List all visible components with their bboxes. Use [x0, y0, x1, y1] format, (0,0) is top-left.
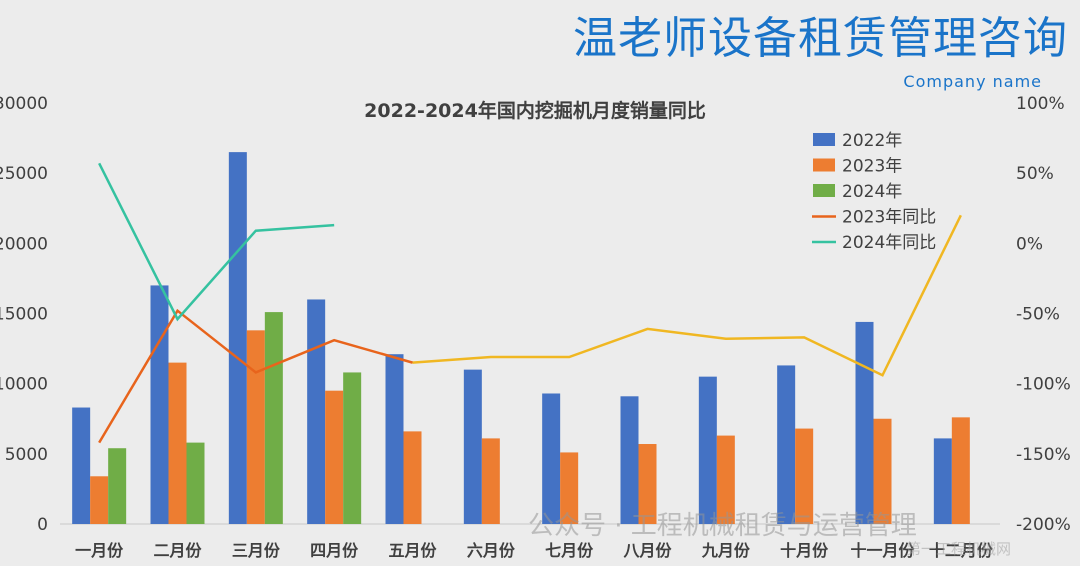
watermark: 公众号 · 工程机械租赁与运营管理	[528, 511, 917, 541]
watermark-secondary: 第一工程机械网	[906, 540, 1012, 558]
bar	[638, 444, 657, 524]
bar	[72, 407, 91, 524]
x-tick-label: 十二月份	[929, 541, 994, 560]
bar	[108, 448, 127, 524]
y2-tick-label: -100%	[1016, 375, 1071, 395]
bar	[481, 438, 500, 524]
bar	[795, 428, 814, 524]
y2-tick-label: 0%	[1016, 234, 1043, 254]
bar	[855, 321, 874, 524]
x-tick-label: 一月份	[75, 541, 124, 560]
bar	[560, 452, 579, 524]
bar	[228, 152, 247, 524]
y-tick-label: 20000	[0, 234, 48, 254]
y2-tick-label: -150%	[1016, 445, 1071, 465]
bar	[168, 362, 187, 524]
legend: 2022年 2023年 2024年 2023年同比 2024年同比	[812, 131, 936, 253]
y-tick-label: 15000	[0, 305, 48, 325]
y-tick-label: 0	[37, 515, 48, 535]
chart-title: 2022-2024年国内挖掘机月度销量同比	[364, 99, 706, 122]
bar	[264, 312, 283, 524]
x-tick-label: 十一月份	[850, 541, 915, 560]
header-subtitle: Company name	[903, 72, 1042, 91]
bar	[343, 372, 362, 524]
y2-tick-label: -50%	[1016, 305, 1060, 325]
legend-swatch	[813, 184, 835, 197]
y-tick-label: 10000	[0, 375, 48, 395]
header-title: 温老师设备租赁管理咨询	[573, 13, 1068, 64]
x-tick-label: 五月份	[388, 541, 437, 560]
bar	[246, 330, 265, 524]
bar	[933, 438, 952, 524]
bar	[463, 369, 482, 524]
y-tick-label: 5000	[5, 445, 48, 465]
bar	[150, 285, 169, 524]
bar	[186, 442, 205, 524]
legend-label: 2022年	[842, 131, 902, 151]
bar	[698, 376, 717, 524]
y-tick-label: 25000	[0, 164, 48, 184]
line-2024-yoy	[98, 162, 335, 322]
x-tick-label: 八月份	[622, 541, 672, 560]
bar	[403, 431, 422, 524]
x-tick-label: 三月份	[232, 541, 281, 560]
axis-labels: 0 5000 10000 15000 20000 25000 30000 -200% -150%…	[0, 94, 1071, 560]
x-tick-label: 六月份	[467, 541, 516, 560]
bar	[385, 354, 404, 524]
x-tick-label: 九月份	[701, 541, 751, 560]
bars	[72, 152, 970, 524]
x-tick-label: 七月份	[545, 541, 594, 560]
legend-swatch	[813, 133, 835, 146]
bar	[307, 299, 326, 524]
line-2023-yoy-early	[98, 308, 413, 444]
bar	[873, 418, 892, 524]
legend-label: 2023年	[842, 157, 902, 177]
bar	[542, 393, 561, 524]
bar	[777, 365, 796, 524]
lines	[98, 162, 962, 444]
x-tick-label: 二月份	[153, 541, 202, 560]
bar	[90, 476, 109, 524]
y2-tick-label: -200%	[1016, 515, 1071, 535]
y-tick-label: 30000	[0, 94, 48, 114]
bar	[951, 417, 970, 524]
legend-swatch	[813, 158, 835, 172]
bar	[620, 396, 639, 524]
y2-tick-label: 100%	[1016, 94, 1065, 114]
x-tick-label: 十月份	[780, 541, 829, 560]
y2-tick-label: 50%	[1016, 164, 1054, 184]
bar	[325, 390, 344, 524]
x-tick-label: 四月份	[310, 541, 359, 560]
legend-label: 2024年同比	[842, 233, 936, 253]
line-2023-yoy	[412, 214, 962, 377]
legend-label: 2024年	[842, 182, 902, 202]
bar	[716, 435, 735, 524]
legend-label: 2023年同比	[842, 208, 936, 228]
